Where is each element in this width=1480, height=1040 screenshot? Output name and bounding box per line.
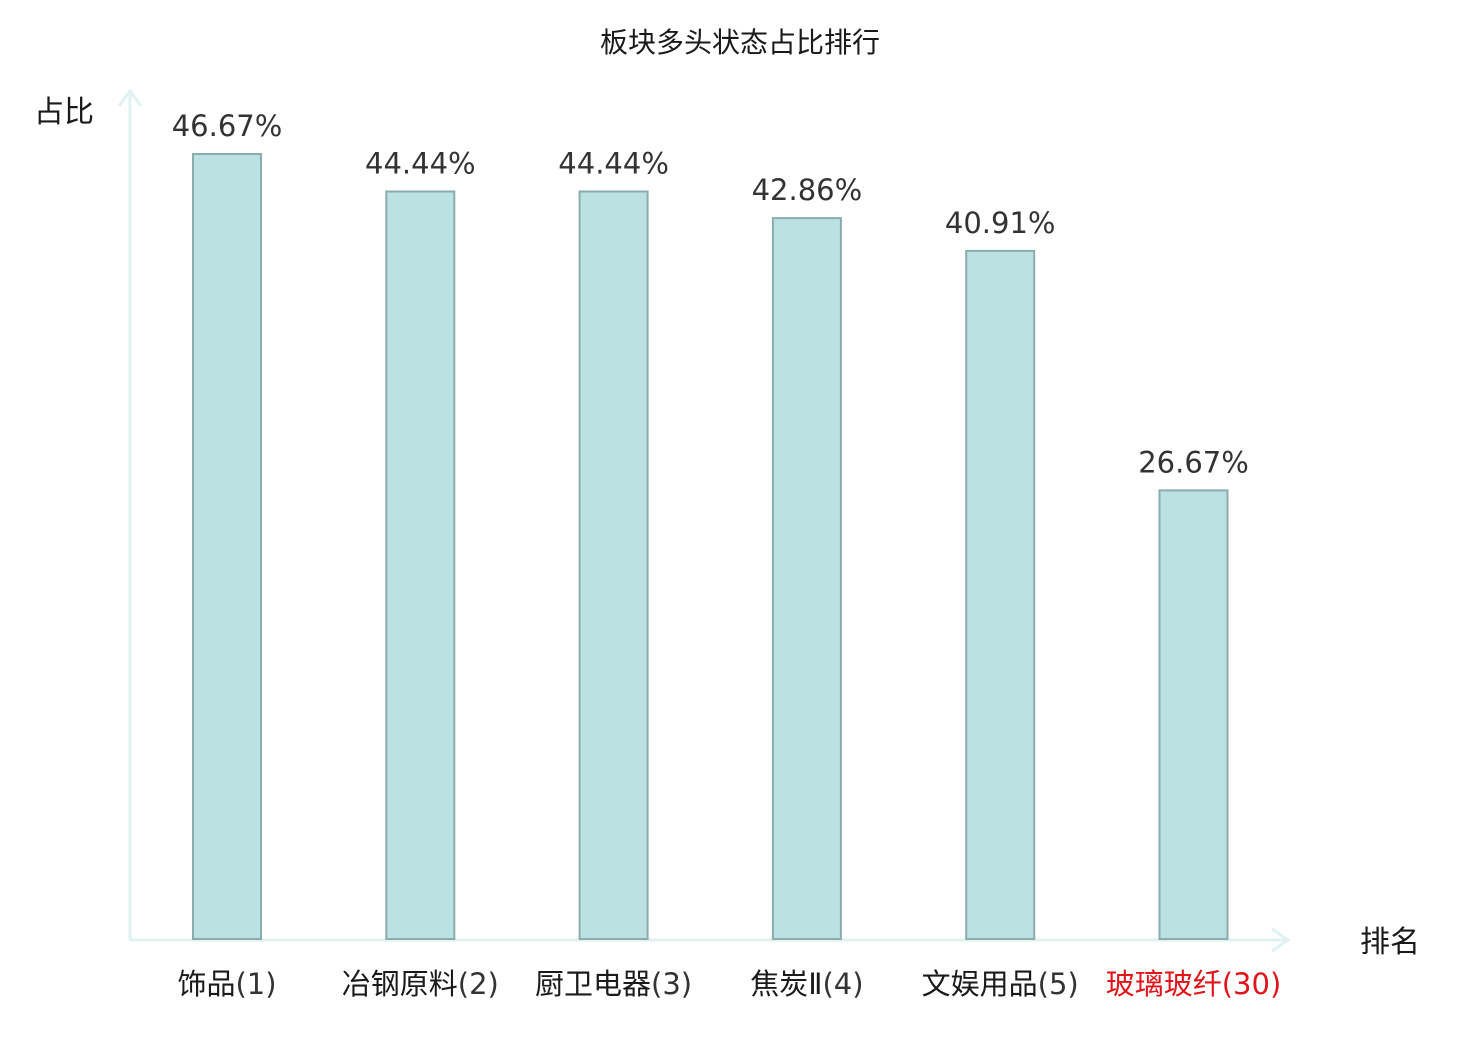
category-labels-group: 饰品(1) 冶钢原料(2) 厨卫电器(3) 焦炭Ⅱ(4) 文娱用品(5) 玻璃玻纤(30) xyxy=(177,967,1281,1001)
category-label-4: 焦炭Ⅱ(4) xyxy=(750,967,863,1001)
value-label-3: 44.44% xyxy=(558,147,669,181)
category-rank: (30) xyxy=(1222,967,1282,1001)
bar-5 xyxy=(965,249,1036,940)
bar-4 xyxy=(771,217,842,941)
value-labels-group: 46.67% 44.44% 44.44% 42.86% 40.91% 26.67% xyxy=(172,109,1249,479)
bars-group xyxy=(192,153,1229,941)
category-name: 玻璃玻纤 xyxy=(1106,967,1222,1001)
category-label-5: 文娱用品(5) xyxy=(922,967,1079,1001)
bar-3 xyxy=(578,190,649,940)
value-label-4: 42.86% xyxy=(752,173,863,207)
bar-6 xyxy=(1158,489,1229,940)
y-axis-label: 占比 xyxy=(34,95,94,130)
category-rank: (5) xyxy=(1038,967,1079,1001)
category-name: 厨卫电器 xyxy=(535,967,651,1001)
category-name: 冶钢原料 xyxy=(342,967,458,1001)
chart-title: 板块多头状态占比排行 xyxy=(600,26,880,59)
category-name: 饰品 xyxy=(177,967,235,1001)
category-label-6: 玻璃玻纤(30) xyxy=(1106,967,1282,1001)
category-rank: (2) xyxy=(458,967,499,1001)
bar-1 xyxy=(192,153,262,940)
value-label-6: 26.67% xyxy=(1138,445,1249,479)
category-name: 文娱用品 xyxy=(922,967,1038,1001)
bar-2 xyxy=(385,190,456,940)
category-rank: (4) xyxy=(822,967,863,1001)
value-label-2: 44.44% xyxy=(365,147,476,181)
y-axis-arrow xyxy=(117,88,143,107)
x-axis-arrow xyxy=(1271,927,1291,953)
category-rank: (3) xyxy=(651,967,692,1001)
value-label-1: 46.67% xyxy=(172,109,283,143)
category-label-3: 厨卫电器(3) xyxy=(535,967,692,1001)
axes xyxy=(117,88,1291,953)
category-rank: (1) xyxy=(235,967,276,1001)
value-label-5: 40.91% xyxy=(945,206,1056,240)
category-name: 焦炭Ⅱ xyxy=(750,967,822,1001)
category-label-1: 饰品(1) xyxy=(177,967,276,1001)
x-axis-label: 排名 xyxy=(1360,925,1420,960)
category-label-2: 冶钢原料(2) xyxy=(342,967,499,1001)
